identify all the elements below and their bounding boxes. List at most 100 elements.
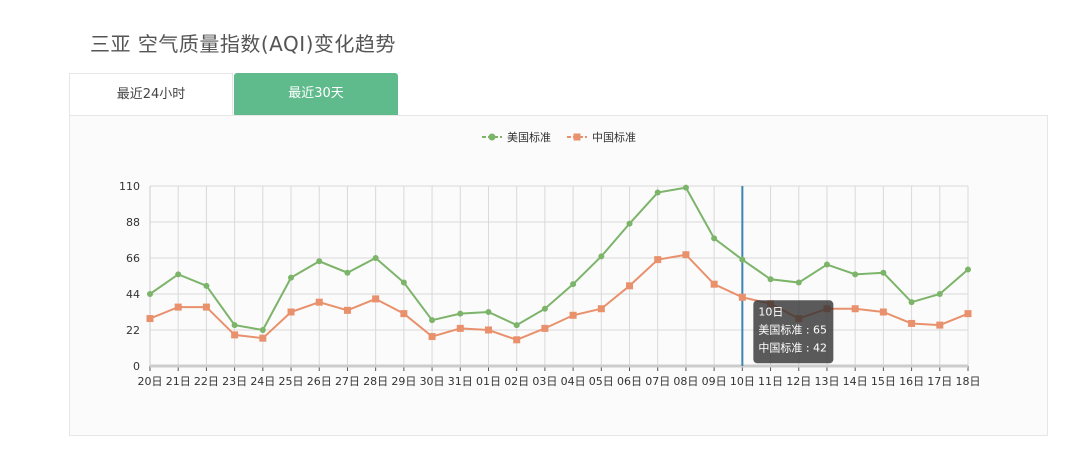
data-point-circle[interactable] [936,291,943,297]
legend-label[interactable]: 中国标准 [592,130,636,144]
x-tick-label: 25日 [279,375,304,388]
x-tick-label: 10日 [730,375,755,388]
data-point-square[interactable] [682,251,690,259]
legend-square-icon[interactable] [573,133,581,141]
data-point-square[interactable] [456,324,464,332]
data-point-square[interactable] [174,303,182,311]
aqi-line-chart: 美国标准 中国标准 0 22 44 66 88 110 20日 21日 22日 23日 24日 25日 26… [119,130,981,388]
data-point-square[interactable] [231,331,239,339]
data-point-square[interactable] [964,310,972,318]
data-point-circle[interactable] [965,266,971,273]
data-point-circle[interactable] [372,255,379,261]
legend-label[interactable]: 美国标准 [507,130,551,144]
data-point-circle[interactable] [852,271,859,278]
x-tick-label: 30日 [420,375,445,388]
data-point-square[interactable] [484,326,492,334]
data-point-square[interactable] [908,319,916,327]
data-point-circle[interactable] [513,322,520,329]
data-point-circle[interactable] [908,299,915,306]
tab-bar: 最近24小时 最近30天 [69,73,398,115]
tooltip-title: 10日 [758,305,783,318]
y-tick-label: 22 [126,324,140,337]
data-point-circle[interactable] [457,310,464,317]
page-title: 三亚 空气质量指数(AQI)变化趋势 [90,32,396,56]
data-point-circle[interactable] [203,282,210,289]
data-point-square[interactable] [851,305,859,313]
data-point-circle[interactable] [316,258,323,265]
data-point-square[interactable] [372,295,380,303]
x-tick-label: 22日 [194,375,219,388]
x-tick-label: 11日 [758,375,783,388]
data-point-square[interactable] [654,256,662,264]
data-point-square[interactable] [541,324,549,332]
x-tick-label: 29日 [391,375,416,388]
x-tick-label: 04日 [561,375,586,388]
tab-last-30-days[interactable]: 最近30天 [234,73,398,115]
x-tick-label: 15日 [871,375,896,388]
y-tick-label: 0 [133,360,140,373]
data-point-circle[interactable] [175,271,182,278]
x-tick-label: 05日 [589,375,614,388]
x-tick-label: 20日 [138,375,163,388]
data-point-circle[interactable] [739,256,746,263]
x-tick-label: 24日 [250,375,275,388]
tooltip-line1: 美国标准 : 65 [758,322,827,336]
data-point-square[interactable] [597,305,605,313]
data-point-square[interactable] [879,308,887,316]
data-point-square[interactable] [400,310,408,318]
x-tick-label: 12日 [786,375,811,388]
series-line [149,186,969,332]
data-point-square[interactable] [202,303,210,311]
data-point-square[interactable] [428,333,436,341]
data-point-circle[interactable] [259,327,266,333]
data-point-circle[interactable] [485,309,492,315]
data-point-circle[interactable] [682,184,689,191]
data-point-square[interactable] [569,311,577,319]
x-tick-label: 26日 [307,375,332,388]
chart-panel: 美国标准 中国标准 0 22 44 66 88 110 20日 21日 22日 23日 24日 25日 26… [69,115,1048,436]
x-tick-label: 14日 [843,375,868,388]
tab-last-24-hours[interactable]: 最近24小时 [69,73,233,115]
data-point-circle[interactable] [344,269,351,276]
y-tick-label: 66 [126,252,140,265]
data-point-square[interactable] [710,280,718,288]
data-point-circle[interactable] [541,305,548,312]
data-point-circle[interactable] [767,276,774,283]
data-point-square[interactable] [315,298,323,306]
data-point-square[interactable] [259,334,267,342]
data-point-square[interactable] [738,293,746,301]
x-tick-label: 23日 [222,375,247,388]
x-tick-label: 06日 [617,375,642,388]
data-point-circle[interactable] [598,253,605,260]
data-point-square[interactable] [626,282,634,290]
x-tick-label: 07日 [645,375,670,388]
x-tick-label: 02日 [504,375,529,388]
data-point-circle[interactable] [400,279,407,286]
data-point-circle[interactable] [626,220,633,227]
data-point-circle[interactable] [823,261,830,268]
data-point-square[interactable] [287,308,295,316]
legend-circle-icon[interactable] [488,133,496,141]
data-point-square[interactable] [146,315,154,323]
x-tick-label: 01日 [476,375,501,388]
data-point-circle[interactable] [231,322,238,329]
data-point-circle[interactable] [288,274,295,281]
data-point-circle[interactable] [711,235,718,242]
x-tick-label: 03日 [532,375,557,388]
data-point-circle[interactable] [570,281,577,288]
x-tick-label: 16日 [899,375,924,388]
data-point-circle[interactable] [147,291,153,297]
data-point-circle[interactable] [654,189,661,196]
x-tick-label: 09日 [702,375,727,388]
data-point-circle[interactable] [429,317,436,324]
tooltip-line2: 中国标准 : 42 [758,340,827,354]
x-tick-label: 18日 [956,375,981,388]
data-point-square[interactable] [343,306,351,314]
data-point-square[interactable] [513,336,521,344]
x-tick-label: 27日 [335,375,360,388]
data-point-circle[interactable] [880,269,887,276]
data-point-circle[interactable] [795,279,802,286]
x-tick-label: 13日 [814,375,839,388]
data-point-square[interactable] [936,321,944,329]
x-tick-label: 21日 [166,375,191,388]
